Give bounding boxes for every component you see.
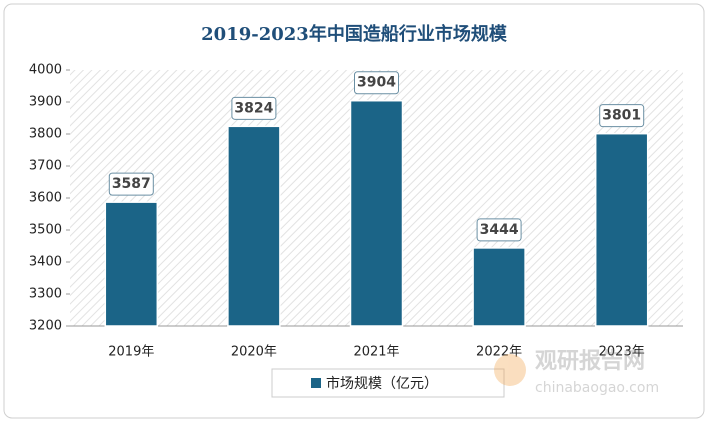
bar [349,99,404,327]
x-tick-label: 2022年 [476,345,522,360]
bar [227,125,281,327]
bar [594,132,649,327]
watermark-url: chinabaogao.com [535,380,659,396]
legend-box [271,368,505,398]
data-label-box [476,218,522,242]
y-tick-label: 3200 [29,319,62,334]
x-tick-label: 2021年 [353,345,399,360]
y-tick-label: 3600 [29,191,62,206]
data-label-box [354,71,399,95]
x-tick-label: 2023年 [599,345,645,360]
y-tick-label: 3700 [29,159,62,174]
data-label: 3444 [480,222,519,238]
data-label: 3587 [112,176,151,192]
watermark-logo [494,354,526,386]
x-tick-label: 2020年 [231,345,277,360]
y-tick-label: 4000 [29,63,62,78]
data-label-box [599,104,645,128]
data-label-box [108,172,154,196]
bar [104,201,159,327]
y-tick-label: 3300 [29,287,62,302]
y-tick-label: 3800 [29,127,62,142]
bar [472,247,526,327]
x-tick-label: 2019年 [108,345,154,360]
legend-label: 市场规模（亿元） [326,375,438,392]
data-label: 3801 [602,108,641,124]
watermark: 观研报告网 chinabaogao.com [494,349,659,396]
y-tick-label: 3500 [29,223,62,238]
y-tick-label: 3900 [29,95,62,110]
y-tick-label: 3400 [29,255,62,270]
data-label: 3824 [234,100,273,116]
chart-title: 2019-2023年中国造船行业市场规模 [201,23,508,45]
data-label: 3904 [357,75,396,91]
legend-swatch [311,378,321,388]
data-label-box [231,96,277,120]
watermark-name: 观研报告网 [535,349,645,374]
